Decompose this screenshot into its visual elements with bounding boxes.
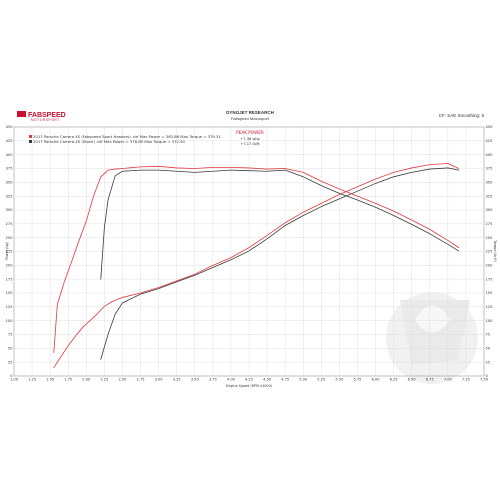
x-tick-label: 4.75 (281, 378, 289, 382)
logo-subtext: MOTORSPORT (31, 118, 60, 122)
y-right-tick-label: 150 (486, 291, 494, 295)
chart-header-title: DYNOJET RESEARCH (226, 110, 274, 115)
y-right-tick-label: 275 (486, 222, 493, 226)
y-right-tick-label: 125 (486, 305, 493, 309)
y-right-tick-label: 175 (486, 277, 493, 281)
y-right-tick-label: 350 (486, 181, 494, 185)
x-tick-label: 3.75 (209, 378, 217, 382)
y-left-tick-label: 375 (6, 167, 13, 171)
x-tick-label: 5.00 (299, 378, 308, 382)
y-left-tick-label: 450 (6, 125, 14, 129)
x-tick-labels: 1.00 1.25 1.50 1.75 2.00 2.25 2.50 2.75 3.00 3.25… (10, 378, 489, 382)
x-tick-label: 4.00 (227, 378, 236, 382)
x-tick-label: 6.75 (426, 378, 434, 382)
x-tick-label: 5.75 (353, 378, 361, 382)
y-left-tick-label: 175 (6, 277, 13, 281)
y-left-tick-label: 400 (6, 153, 14, 157)
legend-entry-2: 2017 Porsche Carrera 4S (Stock) .drf Max… (33, 139, 186, 144)
legend-swatch-2 (29, 140, 32, 143)
y-left-tick-label: 250 (6, 236, 14, 240)
x-tick-label: 4.25 (245, 378, 253, 382)
y-left-tick-label: 300 (6, 208, 14, 212)
y-right-tick-label: 325 (486, 194, 493, 198)
peak-line-2: +7.17 lb/ft (240, 142, 260, 146)
peak-power-box: PEAK POWER +7.36 whp +7.17 lb/ft (236, 130, 264, 146)
peak-line-1: +7.36 whp (240, 137, 260, 141)
y-left-tick-label: 125 (6, 305, 13, 309)
y-axis-label-right: Torque (lb-ft) (493, 239, 497, 262)
x-tick-label: 5.50 (335, 378, 344, 382)
x-tick-label: 1.00 (10, 378, 19, 382)
x-tick-label: 3.00 (155, 378, 164, 382)
x-tick-label: 3.50 (191, 378, 200, 382)
x-tick-label: 2.50 (118, 378, 127, 382)
y-right-tick-label: 75 (486, 333, 491, 337)
y-left-tick-label: 325 (6, 194, 13, 198)
y-left-tick-label: 25 (8, 360, 13, 364)
series-line-3 (53, 165, 460, 354)
x-tick-label: 3.25 (173, 378, 181, 382)
x-tick-label: 6.50 (408, 378, 417, 382)
y-right-tick-label: 375 (486, 167, 493, 171)
watermark-icon (386, 292, 478, 384)
x-tick-label: 1.75 (64, 378, 72, 382)
series-line-1 (53, 163, 460, 369)
y-left-tick-label: 75 (8, 333, 13, 337)
legend-swatch-1 (29, 135, 32, 138)
y-right-tick-label: 0 (486, 374, 489, 378)
y-left-tick-label: 0 (10, 374, 13, 378)
y-left-tick-label: 100 (6, 319, 14, 323)
series-line-4 (100, 169, 460, 280)
y-right-tick-labels: 0 25 50 75 100 125 150 175 200 225 250 275 300 325 350… (486, 125, 494, 378)
legend: 2017 Porsche Carrera 4S (Fabspeed Sport … (29, 134, 221, 144)
y-right-tick-label: 50 (486, 347, 491, 351)
y-right-tick-label: 250 (486, 236, 494, 240)
peak-title: PEAK POWER (236, 130, 264, 135)
x-axis-label: Engine Speed (RPM x1000) (226, 384, 273, 388)
correction-text: CF: SAE Smoothing: 5 (439, 113, 485, 118)
x-tick-label: 4.50 (263, 378, 272, 382)
y-right-tick-label: 225 (486, 250, 493, 254)
x-tick-label: 7.00 (444, 378, 453, 382)
y-right-tick-label: 25 (486, 360, 491, 364)
y-right-tick-label: 450 (486, 125, 494, 129)
x-tick-label: 1.50 (46, 378, 55, 382)
x-tick-label: 6.25 (390, 378, 398, 382)
x-tick-label: 7.50 (480, 378, 489, 382)
x-tick-label: 1.25 (28, 378, 36, 382)
x-tick-label: 7.25 (462, 378, 470, 382)
y-left-tick-label: 350 (6, 181, 14, 185)
brand-logo: FABSPEED MOTORSPORT (17, 111, 66, 122)
logo-text: FABSPEED (28, 112, 66, 119)
series-line-2 (100, 167, 460, 360)
y-left-tick-label: 225 (6, 250, 13, 254)
x-tick-label: 2.25 (100, 378, 108, 382)
y-right-tick-label: 400 (486, 153, 494, 157)
x-tick-label: 6.00 (372, 378, 381, 382)
x-tick-label: 2.75 (137, 378, 145, 382)
y-left-tick-label: 425 (6, 139, 13, 143)
y-axis-label-left: Power (hp) (5, 241, 9, 260)
logo-emblem-icon (17, 111, 26, 117)
chart-header-subtitle: Fabspeed Motorsport (231, 116, 270, 121)
x-tick-label: 5.25 (317, 378, 325, 382)
y-left-tick-label: 50 (8, 347, 13, 351)
y-left-tick-label: 200 (6, 264, 14, 268)
y-right-tick-label: 100 (486, 319, 494, 323)
y-right-tick-label: 425 (486, 139, 493, 143)
y-right-tick-label: 300 (486, 208, 494, 212)
legend-entry-1: 2017 Porsche Carrera 4S (Fabspeed Sport … (33, 134, 221, 139)
x-tick-label: 2.00 (82, 378, 91, 382)
y-left-tick-labels: 0 25 50 75 100 125 150 175 200 225 250 275 300 325 350… (6, 125, 14, 378)
y-left-tick-label: 150 (6, 291, 14, 295)
y-right-tick-label: 200 (486, 264, 494, 268)
series-lines (53, 163, 460, 369)
y-left-tick-label: 275 (6, 222, 13, 226)
